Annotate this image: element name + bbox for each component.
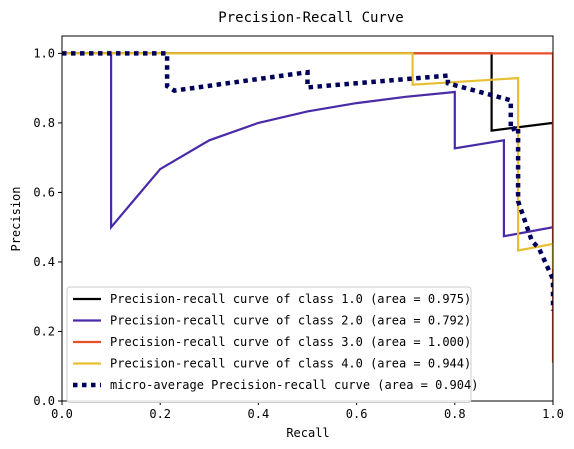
x-tick-label: 0.8 (444, 407, 466, 421)
x-tick-label: 1.0 (542, 407, 564, 421)
x-tick-label: 0.0 (51, 407, 73, 421)
legend-label-3: Precision-recall curve of class 3.0 (are… (110, 335, 471, 349)
x-axis-label: Recall (286, 426, 329, 440)
y-axis-label: Precision (9, 186, 23, 251)
series-line-2 (62, 52, 553, 238)
series-line-4 (62, 52, 553, 269)
x-tick-label: 0.4 (248, 407, 270, 421)
legend-label-2: Precision-recall curve of class 2.0 (are… (110, 314, 471, 328)
legend-label-4: Precision-recall curve of class 4.0 (are… (110, 357, 471, 371)
y-tick-label: 0.2 (33, 324, 55, 338)
y-tick-label: 1.0 (33, 46, 55, 60)
legend-label-5: micro-average Precision-recall curve (ar… (110, 378, 478, 392)
chart-title: Precision-Recall Curve (218, 10, 403, 26)
y-tick-label: 0.6 (33, 185, 55, 199)
legend-label-1: Precision-recall curve of class 1.0 (are… (110, 292, 471, 306)
x-tick-label: 0.6 (346, 407, 368, 421)
legend-box (66, 286, 472, 403)
axes: 0.0 0.2 0.4 0.6 0.8 1.0 0.0 0.2 0.4 0.6 0.8 1.0 (33, 46, 564, 421)
y-tick-label: 0.4 (33, 255, 55, 269)
y-tick-label: 0.8 (33, 116, 55, 130)
y-tick-label: 0.0 (33, 394, 55, 408)
series-line-5 (62, 51, 553, 311)
series-lines (62, 51, 553, 363)
x-tick-label: 0.2 (149, 407, 171, 421)
legend: Precision-recall curve of class 1.0 (are… (66, 286, 478, 403)
